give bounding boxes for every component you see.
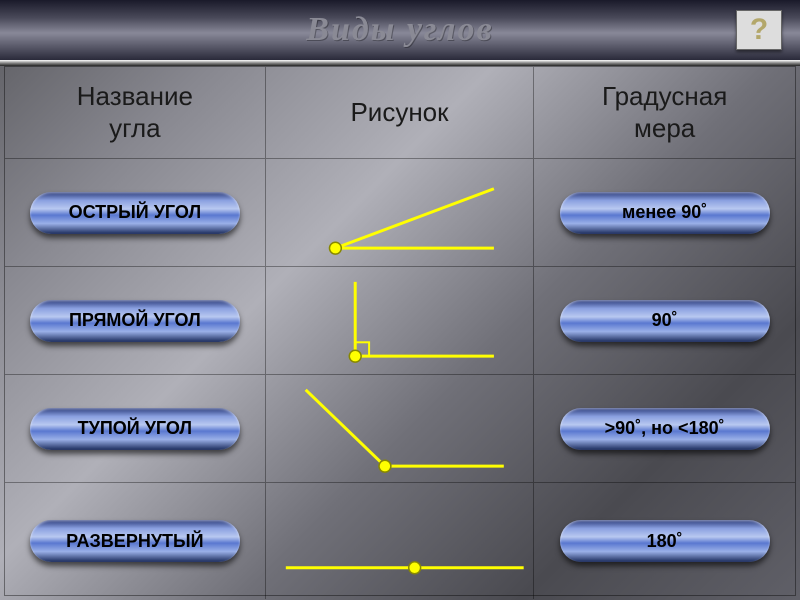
header-name-l2: угла [77, 113, 193, 144]
table-row: ПРЯМОЙ УГОЛ 90˚ [5, 267, 795, 375]
cell-diagram-acute [266, 159, 535, 266]
cell-name: ТУПОЙ УГОЛ [5, 375, 266, 482]
header-bar: Виды углов [0, 0, 800, 60]
angle-table: Название угла Рисунок Градусная мера ОСТ… [4, 66, 796, 596]
cell-measure: 90˚ [534, 267, 795, 374]
cell-name: РАЗВЕРНУТЫЙ [5, 483, 266, 599]
pill-acute-measure[interactable]: менее 90˚ [560, 192, 770, 234]
help-button[interactable]: ? [736, 10, 782, 50]
pill-obtuse-measure[interactable]: >90˚, но <180˚ [560, 408, 770, 450]
header-measure-l2: мера [602, 113, 727, 144]
table-row: ОСТРЫЙ УГОЛ менее 90˚ [5, 159, 795, 267]
table-header-row: Название угла Рисунок Градусная мера [5, 67, 795, 159]
pill-right-measure[interactable]: 90˚ [560, 300, 770, 342]
cell-measure: >90˚, но <180˚ [534, 375, 795, 482]
obtuse-angle-icon [266, 375, 534, 482]
header-measure: Градусная мера [534, 67, 795, 158]
header-name: Название угла [5, 67, 266, 158]
pill-obtuse-name[interactable]: ТУПОЙ УГОЛ [30, 408, 240, 450]
cell-measure: 180˚ [534, 483, 795, 599]
page-title: Виды углов [306, 11, 493, 49]
cell-diagram-right [266, 267, 535, 374]
table-row: ТУПОЙ УГОЛ >90˚, но <180˚ [5, 375, 795, 483]
table-row: РАЗВЕРНУТЫЙ 180˚ [5, 483, 795, 599]
right-angle-icon [266, 267, 534, 374]
pill-straight-name[interactable]: РАЗВЕРНУТЫЙ [30, 520, 240, 562]
header-measure-l1: Градусная [602, 81, 727, 112]
header-drawing: Рисунок [266, 67, 535, 158]
cell-diagram-straight [266, 483, 535, 599]
pill-acute-name[interactable]: ОСТРЫЙ УГОЛ [30, 192, 240, 234]
cell-name: ПРЯМОЙ УГОЛ [5, 267, 266, 374]
cell-name: ОСТРЫЙ УГОЛ [5, 159, 266, 266]
header-name-l1: Название [77, 81, 193, 112]
pill-right-name[interactable]: ПРЯМОЙ УГОЛ [30, 300, 240, 342]
cell-diagram-obtuse [266, 375, 535, 482]
pill-straight-measure[interactable]: 180˚ [560, 520, 770, 562]
acute-angle-icon [266, 159, 534, 266]
cell-measure: менее 90˚ [534, 159, 795, 266]
straight-angle-icon [266, 483, 534, 599]
